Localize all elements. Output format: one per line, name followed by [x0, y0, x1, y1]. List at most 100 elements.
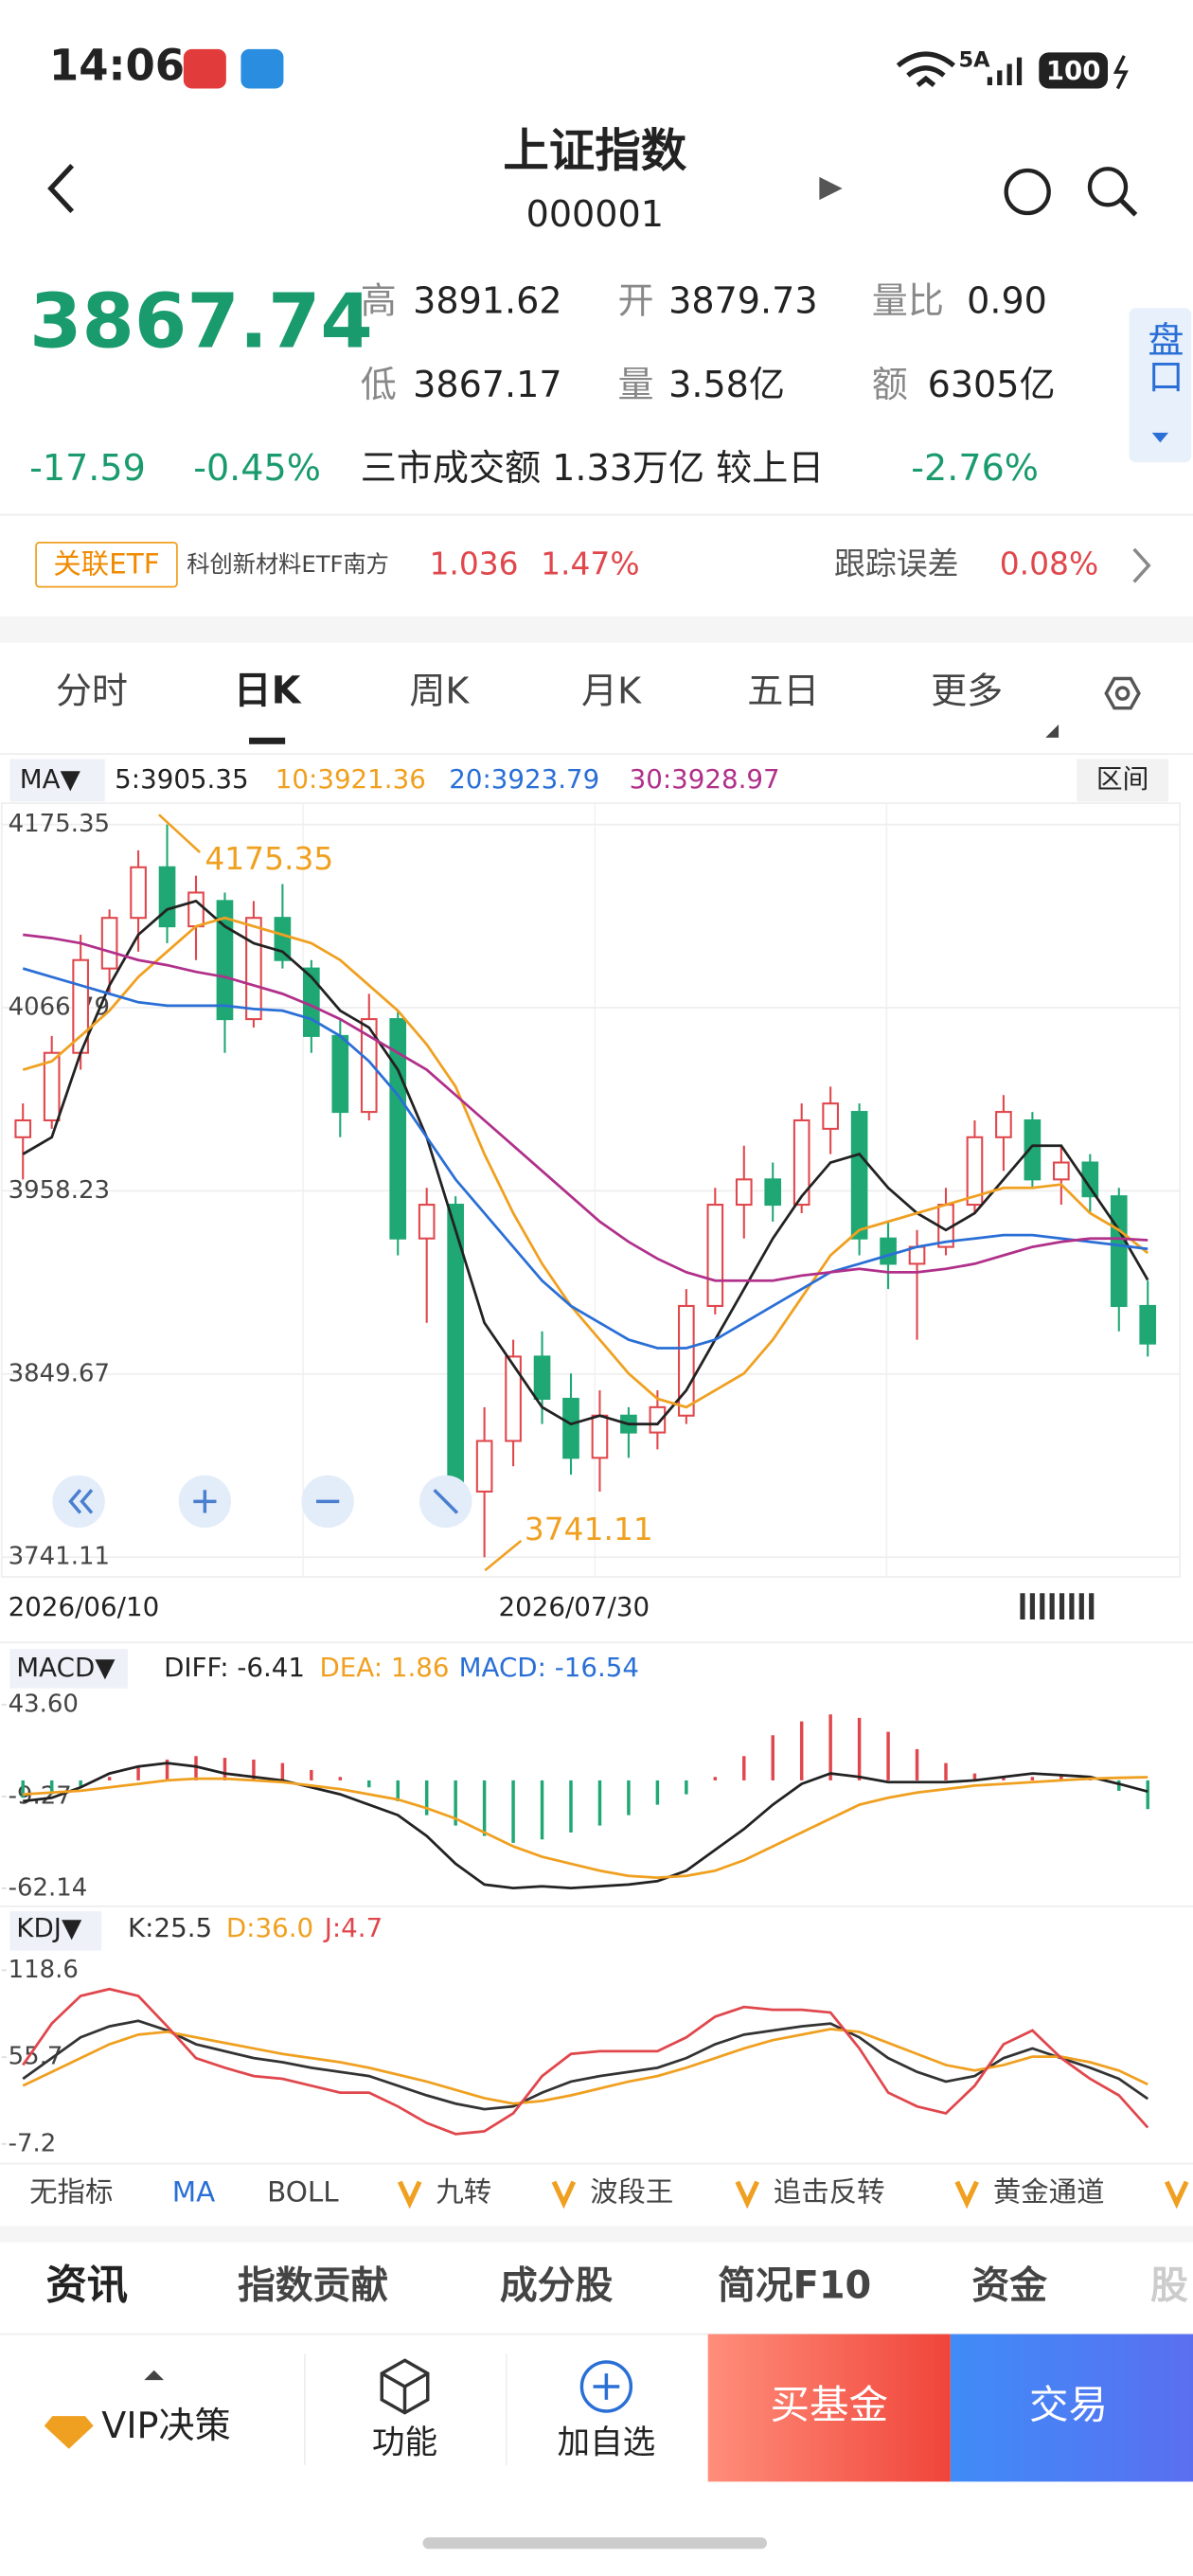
macd-chart: 43.60 -9.27 -62.14 DIFF: -6.41 DEA: 1.86 MACD… — [1, 1652, 1149, 1902]
series-line — [23, 1762, 1148, 1889]
candle-body — [389, 1018, 407, 1240]
battery-level: 100 — [1046, 55, 1101, 86]
back-button[interactable] — [47, 164, 75, 214]
etf-tag: 关联ETF — [53, 548, 159, 581]
indicator[interactable]: 无指标 — [29, 2175, 113, 2208]
legend-entry: MACD: -16.54 — [459, 1652, 639, 1683]
candle-body — [822, 1102, 839, 1130]
chevron[interactable] — [1132, 547, 1151, 583]
side-button[interactable] — [1129, 308, 1192, 463]
candle-body — [187, 891, 205, 928]
home-indicator — [422, 2537, 767, 2549]
tab[interactable]: 周K — [409, 671, 470, 712]
info-tab[interactable]: 资金 — [971, 2264, 1047, 2308]
ma-menu: MA▼ — [20, 763, 81, 795]
main-chart: 4175.35 4066.79 3958.23 3849.67 3741.11 2026/… — [1, 763, 1181, 1622]
series-line — [22, 916, 1149, 1409]
stat-value: 3.58亿 — [668, 364, 785, 405]
ma-menu-box[interactable] — [9, 759, 105, 802]
search-button[interactable] — [1087, 167, 1129, 207]
side-button-label: 盘口 — [1142, 321, 1184, 393]
search-handle — [1119, 198, 1138, 217]
info-tab-active[interactable]: 资讯 — [45, 2263, 128, 2310]
function-icon — [380, 2358, 430, 2415]
etf-name[interactable]: 科创新材料ETF南方 — [187, 551, 389, 578]
stat-value: 6305亿 — [928, 364, 1056, 405]
plus-icon — [193, 1490, 217, 1513]
plus-icon — [593, 2373, 620, 2400]
next-button[interactable] — [819, 176, 843, 201]
series-line — [22, 2019, 1149, 2111]
watch-icon — [579, 2360, 633, 2413]
candle-body — [850, 1111, 868, 1240]
candle-body — [678, 1304, 695, 1417]
refresh-button[interactable] — [1004, 168, 1051, 216]
v-icon — [397, 2180, 422, 2209]
series-line — [22, 1987, 1149, 2136]
title: 上证指数 — [503, 125, 686, 178]
candle-body — [274, 917, 292, 961]
scroll-bar — [1020, 1593, 1095, 1619]
wifi-icon — [896, 51, 955, 88]
indicator[interactable]: 九转 — [436, 2175, 491, 2208]
candle-body — [1110, 1195, 1128, 1308]
error-label: 跟踪误差 — [834, 546, 959, 582]
candle-body — [995, 1111, 1012, 1138]
info-tab[interactable]: 简况F10 — [718, 2264, 871, 2308]
nav-watch[interactable]: 加自选 — [557, 2424, 655, 2462]
v-icon — [551, 2180, 577, 2209]
indicator[interactable]: 波段王 — [590, 2175, 673, 2208]
legend-entry: 20:3923.79 — [449, 763, 599, 795]
indicator[interactable]: 黄金通道 — [993, 2175, 1105, 2208]
zoom-button[interactable] — [52, 1475, 105, 1529]
vip-icon — [44, 2416, 94, 2449]
up-arrow — [144, 2370, 165, 2381]
y-tick-label: 3849.67 — [9, 1359, 110, 1387]
nav-function[interactable]: 功能 — [372, 2424, 437, 2462]
y-tick-label: -62.14 — [9, 1873, 88, 1902]
indicator[interactable]: BOLL — [267, 2175, 339, 2208]
tab[interactable]: 五日 — [747, 671, 819, 712]
app-icon — [240, 48, 284, 89]
turnover: 三市成交额 1.33万亿 较上日 — [361, 447, 825, 489]
candle-body — [245, 917, 262, 1021]
tab[interactable]: 更多 — [931, 671, 1003, 712]
kdj-menu: KDJ▼ — [16, 1912, 82, 1943]
nav-vip[interactable]: VIP决策 — [101, 2405, 230, 2446]
tab-active[interactable]: 日K — [234, 670, 303, 713]
candle-body — [1139, 1304, 1157, 1345]
legend-entry: 5:3905.35 — [115, 763, 248, 795]
stat-label: 开 — [618, 280, 654, 322]
kdj-menu-box[interactable] — [9, 1911, 102, 1951]
side-arrow — [1151, 432, 1169, 443]
range-box[interactable] — [1077, 759, 1169, 802]
buy-button[interactable] — [707, 2334, 951, 2482]
info-tab[interactable]: 成分股 — [500, 2264, 614, 2308]
legend-entry: 30:3928.97 — [630, 763, 780, 795]
tab[interactable]: 分时 — [56, 671, 128, 712]
tab[interactable]: 月K — [581, 671, 642, 712]
indicator-active[interactable]: MA — [172, 2175, 216, 2208]
stat-value: 0.90 — [967, 280, 1047, 322]
indicator[interactable]: 追击反转 — [774, 2175, 885, 2208]
candle-body — [158, 866, 176, 928]
low-annotation: 3741.11 — [525, 1511, 653, 1547]
candle-body — [533, 1355, 551, 1400]
info-tab[interactable]: 指数贡献 — [238, 2264, 388, 2308]
etf-price: 1.036 — [429, 546, 518, 582]
trade-button[interactable] — [950, 2334, 1193, 2482]
settings-button[interactable] — [1104, 676, 1141, 710]
stat-label: 量比 — [872, 280, 944, 322]
legend-entry: DEA: 1.86 — [320, 1652, 450, 1683]
info-tab[interactable]: 股 — [1150, 2264, 1188, 2308]
y-tick-label: -9.27 — [9, 1781, 72, 1810]
tab-underline — [249, 737, 286, 744]
annotation-line — [484, 1539, 523, 1572]
candle-body — [14, 1118, 32, 1138]
candle-body — [649, 1405, 667, 1434]
change-pct: -0.45% — [193, 447, 321, 489]
candle-body — [591, 1414, 609, 1459]
gap — [0, 2226, 1193, 2243]
macd-menu-box[interactable] — [9, 1649, 128, 1689]
turnover-change: -2.76% — [911, 447, 1039, 489]
